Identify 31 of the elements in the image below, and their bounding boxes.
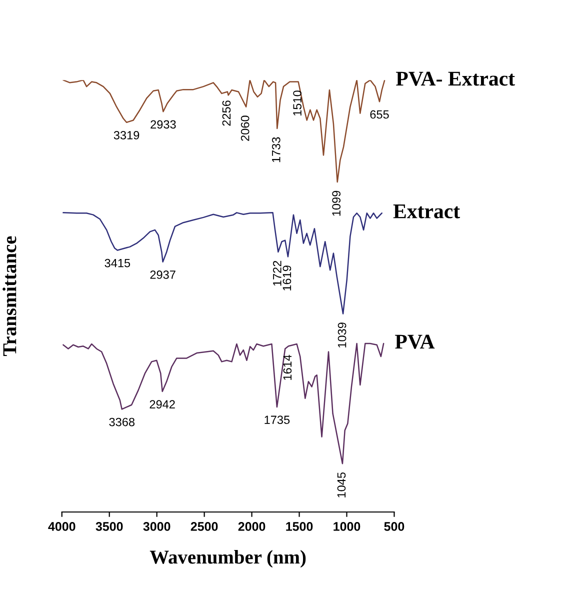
y-axis-title: Transmittance [2, 236, 16, 356]
annotation: 2937 [150, 270, 176, 279]
annotation: 655 [370, 110, 389, 119]
annotation: 1735 [264, 416, 290, 424]
annotation: 2060 [240, 116, 250, 141]
x-tick-label: 1000 [334, 522, 360, 531]
annotation: 1722 [273, 260, 282, 286]
annotation: 1619 [282, 266, 292, 290]
x-tick-label: 2000 [238, 522, 266, 531]
annotation: 2933 [150, 120, 176, 129]
annotation: 1039 [338, 322, 346, 348]
series-label: PVA- Extract [396, 72, 515, 86]
x-tick-label: 3000 [143, 522, 170, 531]
x-tick-label: 2500 [190, 522, 218, 531]
annotation: 2942 [150, 400, 175, 408]
x-axis-title: Wavenumber (nm) [150, 550, 306, 568]
x-tick-label: 3500 [96, 522, 123, 531]
annotation: 2256 [222, 100, 231, 126]
annotation: 1045 [337, 472, 346, 498]
series-label: PVA [395, 334, 435, 349]
annotation: 1099 [332, 190, 341, 216]
x-tick-label: 500 [384, 522, 404, 531]
x-tick-label: 4000 [48, 522, 76, 531]
annotation: 3319 [114, 131, 140, 140]
annotation: 3368 [109, 418, 135, 426]
annotation: 1614 [283, 354, 292, 380]
annotation: 1510 [293, 90, 302, 116]
x-tick-label: 1500 [286, 522, 313, 531]
annotation: 1733 [272, 137, 280, 162]
series-label: Extract [393, 204, 460, 218]
annotation: 3415 [104, 258, 130, 268]
